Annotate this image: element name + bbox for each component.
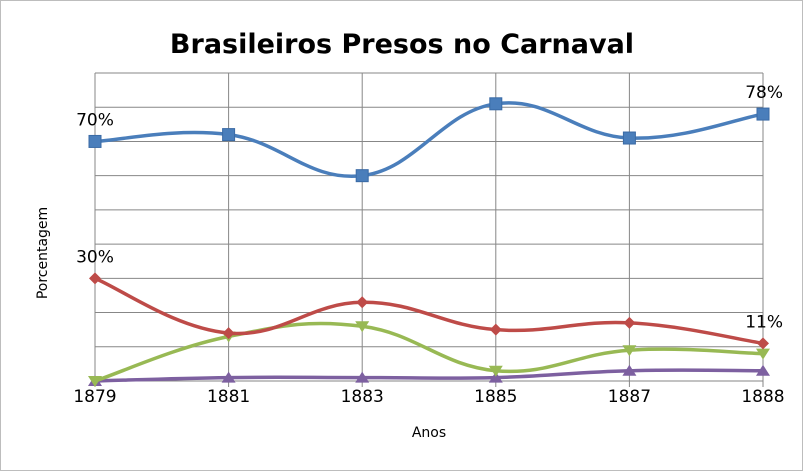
series-3-line [93,321,765,383]
series-3-marker [355,321,370,333]
series-1-marker [489,97,503,111]
series-2-marker [356,296,369,309]
series-2-marker [623,316,636,329]
series-4-marker [622,364,637,376]
data-label: 70% [76,110,114,130]
series-4-marker [355,371,370,383]
series-2-marker [222,327,235,340]
series-1-marker [622,131,636,145]
series-2-marker [89,272,101,285]
series-2-marker [757,337,769,350]
series-1-marker [756,107,770,121]
data-label: 78% [745,83,783,103]
series-3-marker [622,345,637,357]
x-tick-label: 1885 [474,387,517,407]
x-tick-label: 1888 [741,387,784,407]
chart-title: Brasileiros Presos no Carnaval [170,29,634,60]
series-1-marker [355,169,369,183]
series-2-marker [489,323,502,336]
series-4-marker [221,371,236,383]
data-label: 30% [76,247,114,267]
series-1-marker [88,134,102,148]
x-tick-label: 1887 [608,387,651,407]
y-axis-title: Porcentagem [35,207,51,299]
plot-area: 1879 1881 1883 1885 1887 1888 70% 78% 30% 11% [73,72,785,407]
series-1-line [93,101,765,179]
data-label: 11% [745,312,783,332]
series-4-marker [756,364,770,376]
series-3-marker [488,365,503,377]
series-3-marker [756,348,770,360]
series-1-marker [222,128,236,142]
series-4-line [93,368,765,383]
series-4-marker [488,371,503,383]
series-2-line [93,276,765,346]
x-axis-title: Anos [412,425,446,441]
series-3-marker [88,376,102,387]
x-tick-label: 1883 [341,387,384,407]
x-tick-label: 1881 [207,387,250,407]
x-tick-label: 1879 [73,387,116,407]
